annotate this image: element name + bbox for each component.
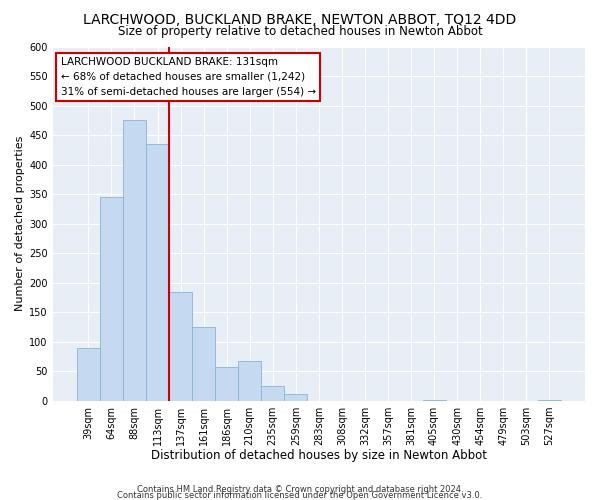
Text: Size of property relative to detached houses in Newton Abbot: Size of property relative to detached ho… xyxy=(118,25,482,38)
Bar xyxy=(77,348,100,401)
Bar xyxy=(261,386,284,401)
Bar xyxy=(169,292,192,401)
Bar xyxy=(146,144,169,401)
Bar xyxy=(215,368,238,401)
Bar xyxy=(538,400,561,401)
Text: LARCHWOOD, BUCKLAND BRAKE, NEWTON ABBOT, TQ12 4DD: LARCHWOOD, BUCKLAND BRAKE, NEWTON ABBOT,… xyxy=(83,12,517,26)
Bar xyxy=(123,120,146,401)
Text: LARCHWOOD BUCKLAND BRAKE: 131sqm
← 68% of detached houses are smaller (1,242)
31: LARCHWOOD BUCKLAND BRAKE: 131sqm ← 68% o… xyxy=(61,57,316,96)
Text: Contains public sector information licensed under the Open Government Licence v3: Contains public sector information licen… xyxy=(118,490,482,500)
Bar xyxy=(422,400,446,401)
X-axis label: Distribution of detached houses by size in Newton Abbot: Distribution of detached houses by size … xyxy=(151,450,487,462)
Bar xyxy=(100,197,123,401)
Bar xyxy=(284,394,307,401)
Bar xyxy=(238,361,261,401)
Bar xyxy=(192,327,215,401)
Text: Contains HM Land Registry data © Crown copyright and database right 2024.: Contains HM Land Registry data © Crown c… xyxy=(137,484,463,494)
Y-axis label: Number of detached properties: Number of detached properties xyxy=(15,136,25,312)
